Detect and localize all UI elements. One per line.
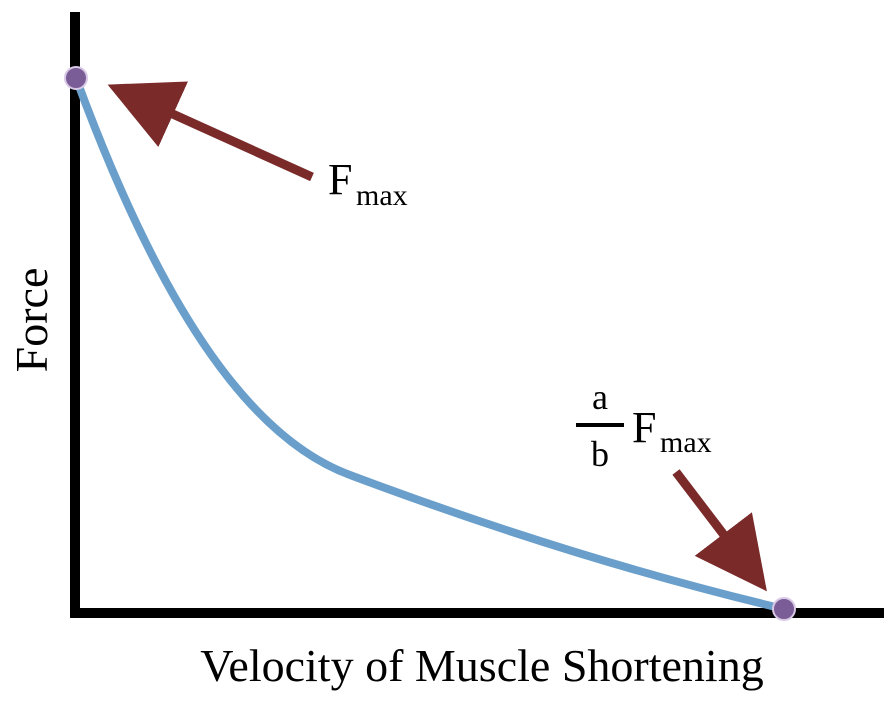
x-axis-label: Velocity of Muscle Shortening [200,640,763,691]
ratio-fmax-arrow [672,469,767,592]
ratio-fmax-main-text: F [632,403,656,452]
ratio-numerator-text: a [592,377,608,417]
fmax-point [64,66,88,90]
ratio-denominator-text: b [591,434,609,474]
fmax-label: F max [328,155,408,212]
fmax-main-text: F [328,155,352,204]
fmax-subscript-text: max [356,179,408,212]
ratio-fmax-subscript-text: max [660,426,712,459]
ratio-fmax-label: a b F max [576,377,712,474]
ratio-fmax-point [772,597,796,621]
y-axis-label: Force [6,268,57,373]
force-velocity-curve [72,74,788,613]
fmax-arrow [107,81,314,182]
